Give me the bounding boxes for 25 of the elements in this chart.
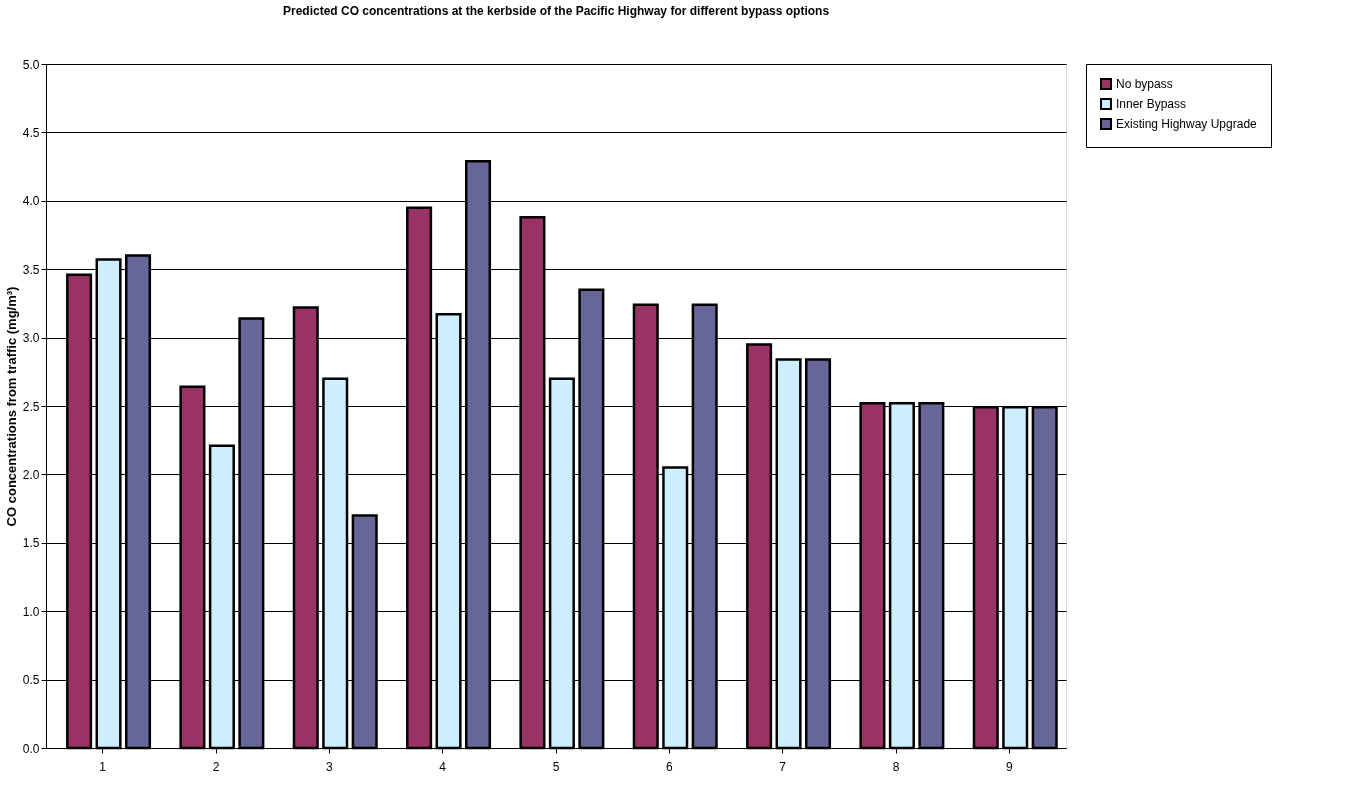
- y-axis-title: CO concentrations from traffic (mg/m³): [3, 286, 19, 527]
- y-tick-label: 1.5: [22, 536, 40, 551]
- x-tick-label: 5: [552, 759, 560, 774]
- legend-label: Existing Highway Upgrade: [1116, 117, 1258, 131]
- y-tick-label: 0.5: [22, 673, 40, 688]
- y-tick-label: 0.0: [22, 741, 40, 756]
- x-tick-label: 2: [212, 759, 220, 774]
- y-tick-label: 4.5: [22, 125, 40, 140]
- legend-label: Inner Bypass: [1116, 97, 1187, 111]
- x-tick-label: 7: [779, 759, 787, 774]
- y-tick-label: 1.0: [22, 604, 40, 619]
- x-tick-label: 4: [439, 759, 447, 774]
- y-tick-label: 3.5: [22, 262, 40, 277]
- chart-title: Predicted CO concentrations at the kerbside of the Pacific Highway for different bypass options: [282, 4, 830, 18]
- x-tick-label: 8: [892, 759, 900, 774]
- legend-label: No bypass: [1116, 77, 1173, 91]
- x-tick-label: 9: [1005, 759, 1013, 774]
- x-tick-label: 3: [325, 759, 333, 774]
- x-tick-label: 6: [665, 759, 673, 774]
- y-tick-label: 3.0: [22, 331, 40, 346]
- y-tick-label: 5.0: [22, 57, 40, 72]
- y-tick-label: 2.5: [22, 399, 40, 414]
- y-tick-label: 2.0: [22, 467, 40, 482]
- x-tick-label: 1: [99, 759, 107, 774]
- y-tick-label: 4.0: [22, 194, 40, 209]
